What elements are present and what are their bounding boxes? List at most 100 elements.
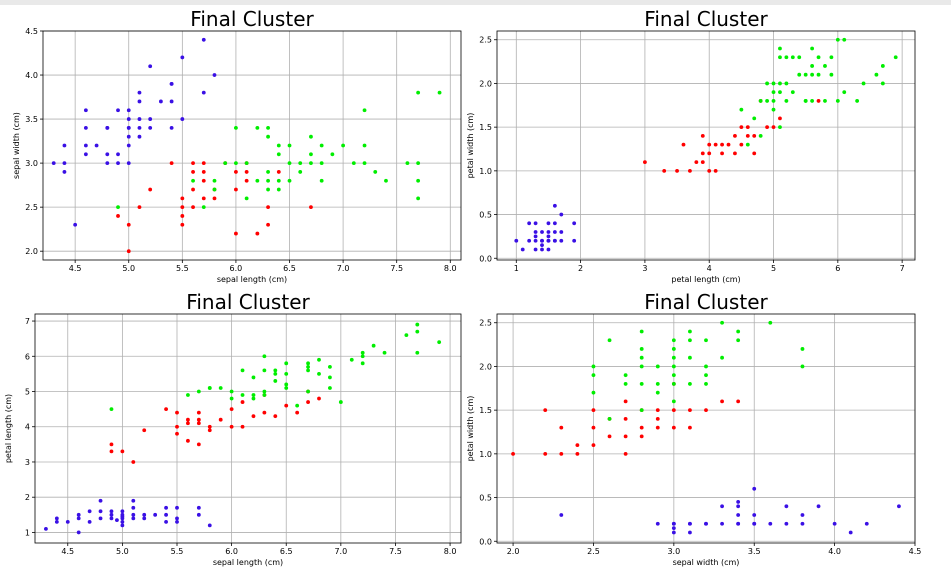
data-point-cluster-1 <box>552 221 557 226</box>
data-point-cluster-1 <box>559 238 564 243</box>
data-point-cluster-2 <box>655 425 660 430</box>
data-point-cluster-1 <box>671 521 676 526</box>
data-point-cluster-1 <box>142 512 147 517</box>
chart-panel-2: 1 2 3 4 5 6 7 0.0 0.5 1.0 1.5 2.0 2.5 Final Cluster pe… <box>466 7 916 284</box>
data-point-cluster-1 <box>98 516 103 521</box>
data-point-cluster-2 <box>120 449 125 454</box>
x-tick-label: 6.5 <box>280 547 293 556</box>
data-point-cluster-3 <box>704 373 708 378</box>
data-point-cluster-2 <box>164 407 168 412</box>
data-point-cluster-3 <box>784 99 789 103</box>
x-tick-label: 3 <box>642 264 647 273</box>
data-point-cluster-2 <box>623 416 628 421</box>
data-point-cluster-3 <box>207 386 212 390</box>
data-point-cluster-3 <box>810 99 815 103</box>
data-point-cluster-3 <box>298 170 303 174</box>
data-point-cluster-2 <box>131 460 136 464</box>
data-point-cluster-2 <box>306 400 310 404</box>
data-point-cluster-2 <box>671 408 676 413</box>
data-point-cluster-2 <box>196 410 201 415</box>
data-point-cluster-1 <box>784 521 789 526</box>
x-tick-label: 4.5 <box>909 547 922 556</box>
x-tick-label: 8.0 <box>444 547 457 556</box>
data-point-cluster-2 <box>201 196 206 201</box>
data-point-cluster-2 <box>169 161 174 166</box>
data-point-cluster-2 <box>251 414 256 419</box>
data-point-cluster-3 <box>739 107 744 112</box>
data-point-cluster-3 <box>317 357 321 362</box>
data-point-cluster-1 <box>720 521 724 526</box>
data-point-cluster-1 <box>559 212 564 217</box>
data-point-cluster-2 <box>175 431 179 436</box>
data-point-cluster-2 <box>191 170 195 174</box>
data-point-cluster-3 <box>671 373 676 378</box>
data-point-cluster-2 <box>266 222 270 227</box>
data-point-cluster-1 <box>76 530 81 535</box>
data-point-cluster-3 <box>607 416 612 421</box>
x-tick-label: 7.0 <box>334 547 347 556</box>
data-point-cluster-3 <box>671 364 676 369</box>
y-axis-label: sepal width (cm) <box>12 112 21 179</box>
data-point-cluster-3 <box>704 382 708 386</box>
data-point-cluster-2 <box>234 231 238 236</box>
data-point-cluster-1 <box>175 505 179 510</box>
data-point-cluster-2 <box>643 160 647 165</box>
data-point-cluster-3 <box>298 161 303 166</box>
data-point-cluster-2 <box>739 142 744 147</box>
data-point-cluster-1 <box>62 143 67 148</box>
y-tick-label: 1.0 <box>479 450 492 459</box>
data-point-cluster-1 <box>54 519 59 524</box>
data-point-cluster-3 <box>262 389 267 394</box>
data-point-cluster-3 <box>284 371 289 376</box>
data-point-cluster-2 <box>180 196 185 201</box>
data-point-cluster-3 <box>803 72 808 77</box>
data-point-cluster-3 <box>778 90 782 95</box>
data-point-cluster-1 <box>126 161 131 166</box>
data-point-cluster-3 <box>591 373 596 378</box>
data-point-cluster-1 <box>169 125 174 130</box>
data-point-cluster-3 <box>240 393 245 397</box>
data-point-cluster-1 <box>120 514 125 519</box>
data-point-cluster-3 <box>688 355 692 360</box>
data-point-cluster-1 <box>120 509 125 514</box>
x-tick-label: 2.5 <box>587 547 600 556</box>
data-point-cluster-1 <box>44 527 48 531</box>
data-point-cluster-1 <box>800 513 805 517</box>
data-point-cluster-1 <box>109 512 114 517</box>
data-point-cluster-2 <box>681 142 686 147</box>
data-point-cluster-2 <box>244 178 249 183</box>
data-point-cluster-2 <box>180 222 185 227</box>
data-point-cluster-1 <box>655 521 660 526</box>
data-point-cluster-2 <box>700 160 705 165</box>
data-point-cluster-3 <box>266 125 270 130</box>
data-point-cluster-2 <box>720 399 724 404</box>
data-point-cluster-2 <box>207 428 212 433</box>
data-point-cluster-2 <box>266 205 270 210</box>
data-point-cluster-3 <box>371 343 376 348</box>
data-point-cluster-2 <box>543 408 548 413</box>
data-point-cluster-1 <box>98 509 103 514</box>
data-point-cluster-2 <box>212 196 217 201</box>
data-point-cluster-3 <box>273 371 278 376</box>
data-point-cluster-3 <box>736 338 741 343</box>
data-point-cluster-3 <box>623 373 628 378</box>
data-point-cluster-3 <box>212 187 217 192</box>
data-point-cluster-1 <box>533 247 538 252</box>
x-tick-label: 7.5 <box>390 264 403 273</box>
data-point-cluster-1 <box>105 125 110 130</box>
data-point-cluster-2 <box>559 451 564 456</box>
data-point-cluster-3 <box>416 178 421 183</box>
data-point-cluster-3 <box>816 72 821 77</box>
data-point-cluster-1 <box>109 509 114 514</box>
data-point-cluster-2 <box>137 205 142 210</box>
data-point-cluster-1 <box>164 505 168 510</box>
data-point-cluster-3 <box>309 152 313 157</box>
data-point-cluster-3 <box>319 143 324 148</box>
data-point-cluster-2 <box>126 222 131 227</box>
chart-title: Final Cluster <box>644 290 768 314</box>
data-point-cluster-3 <box>704 364 708 369</box>
data-point-cluster-3 <box>639 329 644 334</box>
x-tick-label: 6.5 <box>283 264 296 273</box>
data-point-cluster-3 <box>262 368 267 373</box>
data-point-cluster-1 <box>527 238 532 243</box>
